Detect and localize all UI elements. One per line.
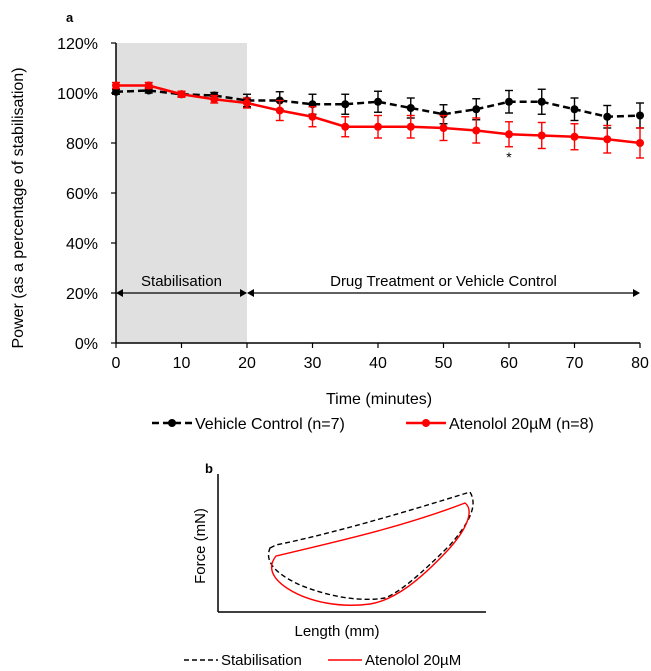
annotation-stabilisation: Stabilisation — [141, 273, 222, 290]
panel-b-label: b — [205, 461, 213, 476]
legend-marker — [168, 419, 176, 427]
data-point — [374, 97, 382, 106]
legend-label-atenolol: Atenolol 20µM (n=8) — [449, 416, 594, 433]
data-point — [112, 87, 120, 96]
annotation-arrowhead-left — [116, 289, 123, 297]
x-tick-label: 50 — [435, 355, 453, 372]
legend-marker — [422, 419, 430, 427]
data-point — [210, 95, 219, 104]
x-tick-label: 80 — [631, 355, 649, 372]
data-point — [439, 110, 448, 119]
panel-a-annotations: Stabilisation Drug Treatment or Vehicle C… — [116, 273, 640, 297]
stabilisation-loop — [267, 491, 474, 601]
panel-a-axes: 0% 20% 40% 60% 80% 100% 120% 0 10 20 30 40 50 60 70 80 — [57, 36, 649, 372]
data-point — [603, 112, 612, 121]
panel-b-y-axis-label: Force (mN) — [192, 508, 209, 584]
data-point — [505, 97, 513, 106]
panel-b-x-axis-label: Length (mm) — [294, 623, 379, 640]
significance-marker: * — [506, 149, 512, 165]
series-atenolol — [112, 81, 644, 159]
data-point — [144, 81, 153, 90]
y-tick-label: 0% — [75, 336, 98, 353]
annotation-arrowhead-right — [240, 289, 247, 297]
stabilisation-shaded-region — [116, 43, 247, 343]
panel-a-x-axis-label: Time (minutes) — [326, 391, 432, 408]
data-point — [636, 139, 644, 147]
x-tick-label: 60 — [500, 355, 518, 372]
annotation-arrowhead-left — [247, 289, 254, 297]
panel-a-y-axis-label: Power (as a percentage of stabilisation) — [10, 67, 27, 348]
x-tick-label: 40 — [369, 355, 387, 372]
y-tick-label: 80% — [66, 136, 98, 153]
data-point — [603, 135, 612, 144]
data-point — [341, 122, 350, 131]
data-point — [636, 111, 644, 120]
y-tick-label: 20% — [66, 286, 98, 303]
series-line — [115, 89, 641, 119]
data-point — [505, 130, 513, 139]
legend-label-vehicle-control: Vehicle Control (n=7) — [195, 416, 345, 433]
panel-a-legend: Vehicle Control (n=7) Atenolol 20µM (n=8) — [152, 416, 594, 433]
x-tick-label: 30 — [304, 355, 322, 372]
panel-b: b Force (mN) Length (mm) Stabilisation A… — [184, 461, 486, 669]
data-point — [177, 90, 186, 99]
data-point — [570, 105, 579, 114]
panel-a: a 0% 20% 40% 60% 80% 100% 120% 0 10 20 30 40 50 60 70 8… — [10, 10, 649, 433]
legend-label-stabilisation: Stabilisation — [221, 652, 302, 669]
data-point — [374, 122, 382, 131]
x-tick-label: 0 — [112, 355, 121, 372]
x-tick-label: 20 — [238, 355, 256, 372]
data-point — [275, 106, 284, 115]
data-point — [537, 131, 546, 140]
panel-a-series: * — [112, 81, 644, 165]
annotation-drug-treatment: Drug Treatment or Vehicle Control — [330, 273, 557, 290]
data-point — [472, 105, 481, 114]
y-tick-label: 60% — [66, 186, 98, 203]
x-tick-label: 70 — [566, 355, 584, 372]
data-point — [112, 81, 120, 90]
data-point — [243, 99, 251, 107]
data-point — [308, 112, 317, 121]
x-tick-label: 10 — [173, 355, 191, 372]
data-point — [472, 126, 481, 135]
atenolol-loop — [270, 502, 470, 606]
legend-label-atenolol: Atenolol 20µM — [365, 652, 461, 669]
data-point — [439, 124, 448, 132]
y-tick-label: 120% — [57, 36, 98, 53]
panel-a-label: a — [66, 10, 74, 25]
annotation-arrowhead-right — [633, 289, 640, 297]
y-tick-label: 40% — [66, 236, 98, 253]
data-point — [570, 132, 579, 141]
data-point — [341, 100, 350, 109]
data-point — [406, 104, 415, 112]
data-point — [537, 97, 546, 106]
data-point — [406, 122, 415, 131]
y-tick-label: 100% — [57, 86, 98, 103]
